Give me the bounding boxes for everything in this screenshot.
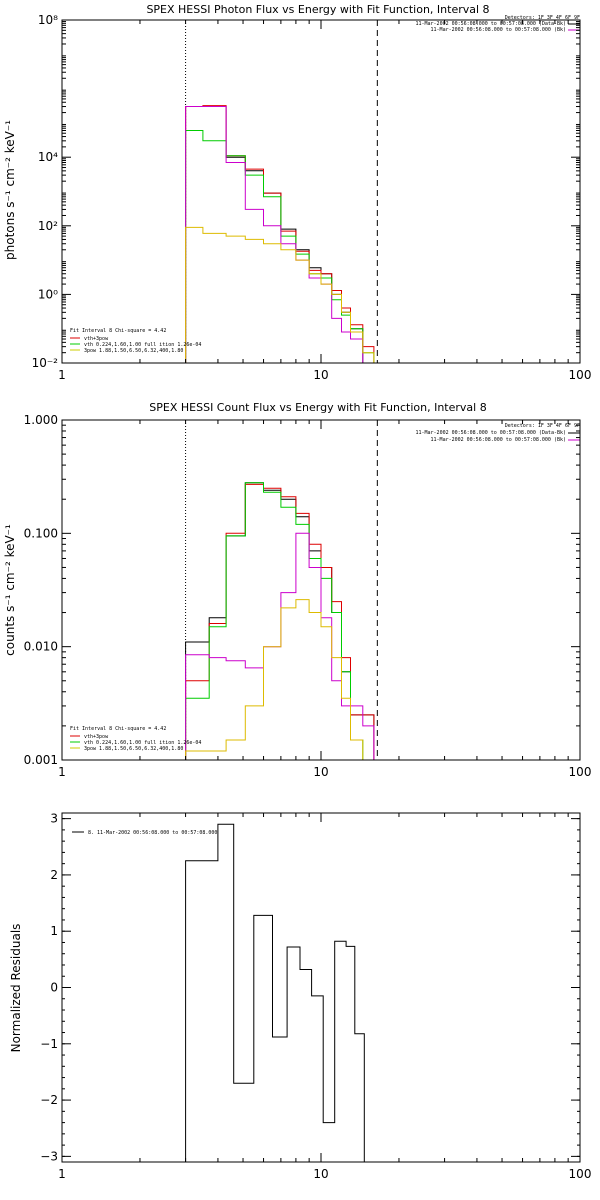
residuals-series-line-1 bbox=[185, 823, 365, 1162]
photon-fit-legend-entry-2: vth 0.224,1.60,1.00 full ition 1.26e-04 bbox=[84, 342, 201, 348]
count-x-tick-label: 10 bbox=[313, 765, 328, 779]
photon-detectors-label: Detectors: 1F 3F 4F 6F 9F bbox=[505, 15, 580, 21]
photon-series-line-5 bbox=[185, 226, 397, 364]
photon-x-tick-label: 10 bbox=[313, 368, 328, 382]
photon-plot-frame bbox=[61, 19, 581, 364]
count-header-legend: Detectors: 1F 3F 4F 6F 9F 11-Mar-2002 00… bbox=[415, 423, 580, 443]
count-x-tick-label: 1 bbox=[58, 765, 66, 779]
photon-series bbox=[185, 105, 397, 364]
count-series-line-2 bbox=[185, 483, 397, 761]
photon-series-line-4 bbox=[185, 106, 397, 364]
residuals-y-tick-label: 0 bbox=[50, 981, 58, 995]
photon-series-line-2 bbox=[185, 105, 397, 364]
residuals-panel: 1 10 100 −3 −2 −1 0 1 2 3 Normalized Residuals 8.… bbox=[9, 812, 591, 1181]
residuals-y-tick-label: 2 bbox=[50, 868, 58, 882]
photon-header-line-bk: 11-Mar-2002 00:56:08.000 to 00:57:08.000… bbox=[431, 27, 566, 33]
count-y-tick-label: 0.001 bbox=[24, 753, 58, 767]
photon-x-tick-label: 100 bbox=[569, 368, 592, 382]
residuals-y-axis-label: Normalized Residuals bbox=[9, 924, 23, 1053]
count-fit-legend-entry-1: vth+3pow bbox=[84, 734, 109, 740]
residuals-y-tick-label: −2 bbox=[40, 1093, 58, 1107]
photon-fit-legend-entry-1: vth+3pow bbox=[84, 336, 109, 342]
count-series-line-3 bbox=[185, 482, 397, 761]
count-y-tick-label: 0.010 bbox=[24, 640, 58, 654]
count-header-line-data: 11-Mar-2002 00:56:08.000 to 00:57:08.000… bbox=[415, 430, 566, 436]
count-fit-legend-entry-3: 3pow 1.88,1.50,6.50,6.32,400,1.80 bbox=[84, 746, 183, 752]
photon-series-line-1 bbox=[185, 106, 397, 364]
photon-y-axis-label: photons s⁻¹ cm⁻² keV⁻¹ bbox=[3, 120, 17, 260]
photon-flux-panel: SPEX HESSI Photon Flux vs Energy with Fi… bbox=[3, 3, 591, 382]
count-y-axis-label: counts s⁻¹ cm⁻² keV⁻¹ bbox=[3, 524, 17, 656]
residuals-x-tick-label: 100 bbox=[569, 1167, 592, 1181]
count-series-line-5 bbox=[185, 599, 397, 761]
count-series-line-4 bbox=[185, 532, 397, 761]
residuals-x-tick-label: 10 bbox=[313, 1167, 328, 1181]
photon-header-line-data: 11-Mar-2002 00:56:08.000 to 00:57:08.000… bbox=[415, 21, 566, 27]
count-series bbox=[185, 482, 397, 761]
residuals-y-tick-label: −3 bbox=[40, 1149, 58, 1163]
residuals-plot-frame bbox=[61, 812, 581, 1163]
photon-x-tick-label: 1 bbox=[58, 368, 66, 382]
count-x-tick-label: 100 bbox=[569, 765, 592, 779]
count-fit-legend: Fit Interval 8 Chi-square = 4.42 vth+3po… bbox=[70, 726, 201, 752]
count-detectors-label: Detectors: 1F 3F 4F 6F 9F bbox=[505, 423, 580, 429]
photon-fit-legend-entry-3: 3pow 1.88,1.50,6.50,6.32,400,1.80 bbox=[84, 348, 183, 354]
residuals-y-tick-label: −1 bbox=[40, 1037, 58, 1051]
photon-fit-legend: Fit Interval 8 Chi-square = 4.42 vth+3po… bbox=[70, 328, 201, 354]
residuals-series bbox=[185, 823, 365, 1162]
photon-y-tick-label: 10⁰ bbox=[38, 287, 58, 301]
count-flux-panel: SPEX HESSI Count Flux vs Energy with Fit… bbox=[3, 401, 591, 779]
count-series-line-1 bbox=[185, 482, 397, 761]
count-header-line-bk: 11-Mar-2002 00:56:08.000 to 00:57:08.000… bbox=[431, 437, 566, 443]
photon-fit-legend-title: Fit Interval 8 Chi-square = 4.42 bbox=[70, 328, 166, 334]
photon-chart-title: SPEX HESSI Photon Flux vs Energy with Fi… bbox=[146, 3, 489, 16]
residuals-legend-label: 8. 11-Mar-2002 00:56:08.000 to 00:57:08.… bbox=[88, 830, 217, 836]
photon-series-line-3 bbox=[185, 130, 397, 364]
residuals-legend: 8. 11-Mar-2002 00:56:08.000 to 00:57:08.… bbox=[72, 830, 217, 836]
residuals-y-tick-label: 3 bbox=[50, 812, 58, 826]
photon-y-tick-label: 10⁻² bbox=[32, 356, 59, 370]
count-y-tick-label: 0.100 bbox=[24, 526, 58, 540]
photon-vlines bbox=[185, 20, 378, 363]
photon-y-tick-label: 10⁸ bbox=[38, 13, 58, 27]
residuals-x-tick-label: 1 bbox=[58, 1167, 66, 1181]
photon-axes: 1 10 100 10⁻² 10⁰ 10² 10⁴ 10⁸ bbox=[32, 13, 592, 382]
count-fit-legend-title: Fit Interval 8 Chi-square = 4.42 bbox=[70, 726, 166, 732]
count-axes: 1 10 100 0.001 0.010 0.100 1.000 bbox=[24, 413, 592, 779]
count-fit-legend-entry-2: vth 0.224,1.60,1.00 full ition 1.26e-04 bbox=[84, 740, 201, 746]
count-vlines bbox=[185, 420, 378, 760]
photon-y-tick-label: 10⁴ bbox=[38, 150, 58, 164]
count-chart-title: SPEX HESSI Count Flux vs Energy with Fit… bbox=[149, 401, 486, 414]
residuals-y-tick-label: 1 bbox=[50, 924, 58, 938]
residuals-axes: 1 10 100 −3 −2 −1 0 1 2 3 bbox=[40, 812, 591, 1181]
photon-y-tick-label: 10² bbox=[38, 219, 58, 233]
count-y-tick-label: 1.000 bbox=[24, 413, 58, 427]
